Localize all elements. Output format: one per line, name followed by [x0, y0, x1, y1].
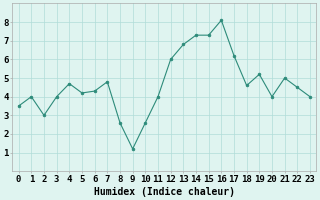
X-axis label: Humidex (Indice chaleur): Humidex (Indice chaleur) — [94, 186, 235, 197]
